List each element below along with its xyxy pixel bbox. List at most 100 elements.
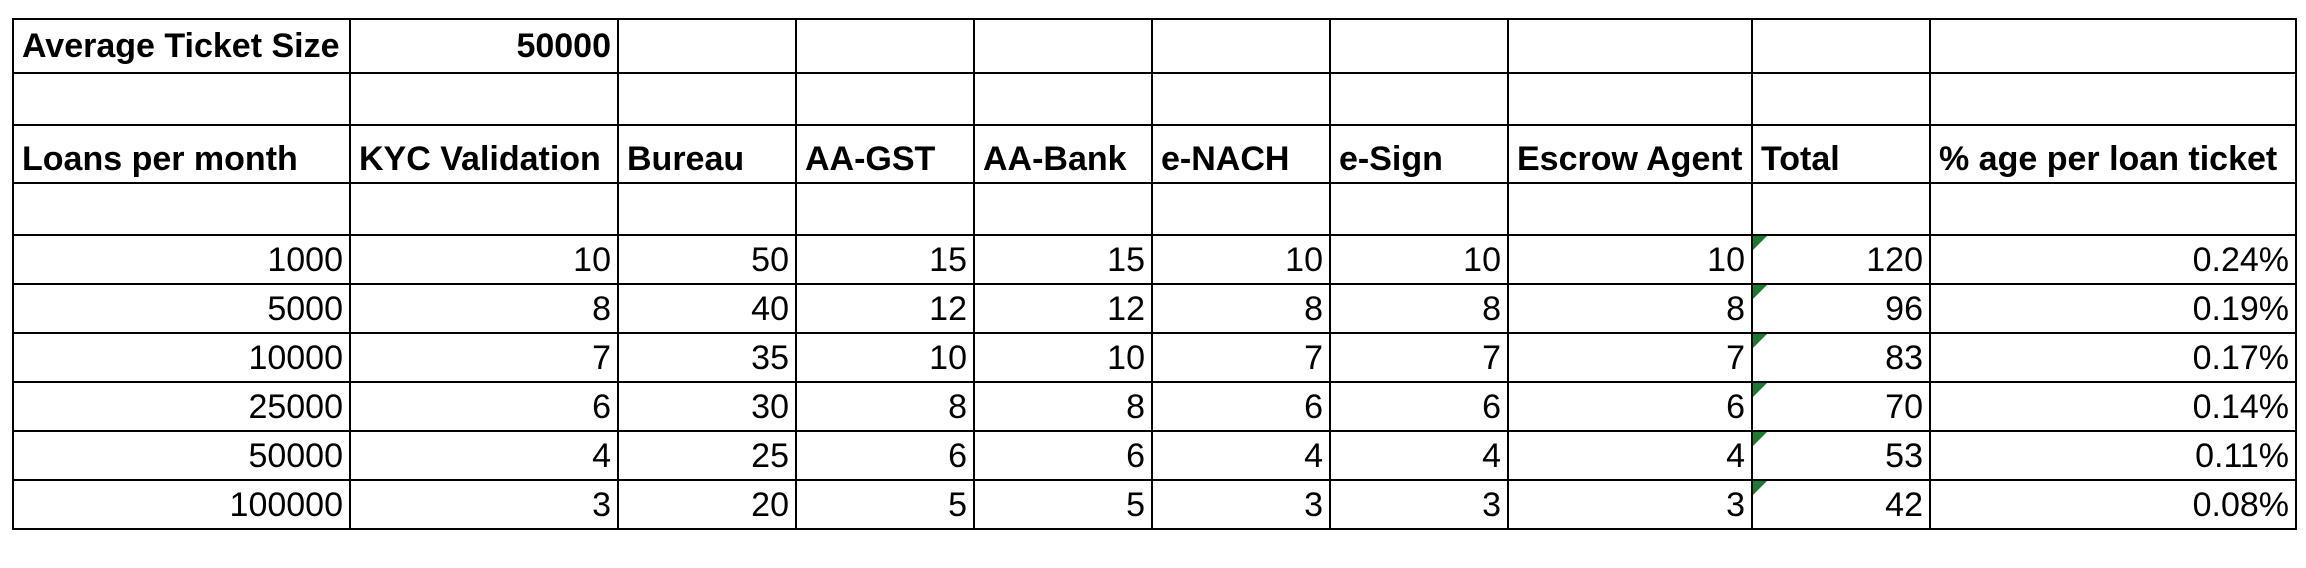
table-cell[interactable]: 8 xyxy=(349,283,619,334)
empty-cell[interactable] xyxy=(973,72,1153,126)
column-header[interactable]: e-Sign xyxy=(1329,124,1509,184)
table-cell[interactable]: 5000 xyxy=(12,283,351,334)
empty-cell[interactable] xyxy=(1751,18,1931,74)
table-cell[interactable]: 3 xyxy=(1151,479,1331,530)
total-cell[interactable]: 42 xyxy=(1751,479,1931,530)
empty-cell[interactable] xyxy=(617,72,797,126)
empty-cell[interactable] xyxy=(1751,182,1931,236)
empty-cell[interactable] xyxy=(1929,18,2297,74)
table-cell[interactable]: 10 xyxy=(795,332,975,383)
empty-cell[interactable] xyxy=(617,182,797,236)
table-cell[interactable]: 8 xyxy=(795,381,975,432)
ticket-size-label[interactable]: Average Ticket Size xyxy=(12,18,351,74)
empty-cell[interactable] xyxy=(349,72,619,126)
table-cell[interactable]: 10000 xyxy=(12,332,351,383)
percent-cell[interactable]: 0.11% xyxy=(1929,430,2297,481)
table-cell[interactable]: 8 xyxy=(973,381,1153,432)
column-header[interactable]: Bureau xyxy=(617,124,797,184)
table-cell[interactable]: 7 xyxy=(1151,332,1331,383)
table-cell[interactable]: 4 xyxy=(1507,430,1753,481)
empty-cell[interactable] xyxy=(1329,72,1509,126)
empty-cell[interactable] xyxy=(349,182,619,236)
table-cell[interactable]: 12 xyxy=(795,283,975,334)
empty-cell[interactable] xyxy=(617,18,797,74)
table-cell[interactable]: 8 xyxy=(1329,283,1509,334)
empty-cell[interactable] xyxy=(1929,72,2297,126)
empty-cell[interactable] xyxy=(1151,72,1331,126)
empty-cell[interactable] xyxy=(795,182,975,236)
table-cell[interactable]: 12 xyxy=(973,283,1153,334)
empty-cell[interactable] xyxy=(1507,182,1753,236)
table-cell[interactable]: 7 xyxy=(1329,332,1509,383)
empty-cell[interactable] xyxy=(973,18,1153,74)
table-cell[interactable]: 6 xyxy=(1329,381,1509,432)
empty-cell[interactable] xyxy=(795,18,975,74)
column-header[interactable]: Loans per month xyxy=(12,124,351,184)
table-cell[interactable]: 10 xyxy=(349,234,619,285)
column-header[interactable]: % age per loan ticket xyxy=(1929,124,2297,184)
table-cell[interactable]: 15 xyxy=(795,234,975,285)
table-cell[interactable]: 3 xyxy=(1507,479,1753,530)
empty-cell[interactable] xyxy=(1329,182,1509,236)
table-cell[interactable]: 8 xyxy=(1507,283,1753,334)
empty-cell[interactable] xyxy=(1507,72,1753,126)
table-cell[interactable]: 8 xyxy=(1151,283,1331,334)
percent-cell[interactable]: 0.24% xyxy=(1929,234,2297,285)
table-cell[interactable]: 3 xyxy=(349,479,619,530)
column-header[interactable]: KYC Validation xyxy=(349,124,619,184)
table-cell[interactable]: 25 xyxy=(617,430,797,481)
table-cell[interactable]: 20 xyxy=(617,479,797,530)
table-cell[interactable]: 6 xyxy=(1151,381,1331,432)
table-cell[interactable]: 4 xyxy=(1151,430,1331,481)
table-cell[interactable]: 10 xyxy=(1151,234,1331,285)
empty-cell[interactable] xyxy=(12,182,351,236)
table-cell[interactable]: 25000 xyxy=(12,381,351,432)
empty-cell[interactable] xyxy=(973,182,1153,236)
table-cell[interactable]: 40 xyxy=(617,283,797,334)
total-cell[interactable]: 70 xyxy=(1751,381,1931,432)
percent-cell[interactable]: 0.19% xyxy=(1929,283,2297,334)
percent-cell[interactable]: 0.08% xyxy=(1929,479,2297,530)
empty-cell[interactable] xyxy=(1151,182,1331,236)
table-cell[interactable]: 6 xyxy=(1507,381,1753,432)
table-cell[interactable]: 1000 xyxy=(12,234,351,285)
total-cell[interactable]: 83 xyxy=(1751,332,1931,383)
table-cell[interactable]: 3 xyxy=(1329,479,1509,530)
empty-cell[interactable] xyxy=(1507,18,1753,74)
column-header[interactable]: e-NACH xyxy=(1151,124,1331,184)
table-cell[interactable]: 6 xyxy=(349,381,619,432)
empty-cell[interactable] xyxy=(1151,18,1331,74)
empty-cell[interactable] xyxy=(12,72,351,126)
empty-cell[interactable] xyxy=(795,72,975,126)
column-header[interactable]: AA-GST xyxy=(795,124,975,184)
table-cell[interactable]: 4 xyxy=(1329,430,1509,481)
table-cell[interactable]: 5 xyxy=(973,479,1153,530)
column-header[interactable]: Escrow Agent xyxy=(1507,124,1753,184)
table-cell[interactable]: 50 xyxy=(617,234,797,285)
table-cell[interactable]: 6 xyxy=(795,430,975,481)
table-cell[interactable]: 10 xyxy=(973,332,1153,383)
column-header[interactable]: Total xyxy=(1751,124,1931,184)
table-cell[interactable]: 5 xyxy=(795,479,975,530)
table-cell[interactable]: 100000 xyxy=(12,479,351,530)
table-cell[interactable]: 15 xyxy=(973,234,1153,285)
ticket-size-value[interactable]: 50000 xyxy=(349,18,619,74)
table-cell[interactable]: 4 xyxy=(349,430,619,481)
total-cell[interactable]: 53 xyxy=(1751,430,1931,481)
table-cell[interactable]: 7 xyxy=(1507,332,1753,383)
percent-cell[interactable]: 0.14% xyxy=(1929,381,2297,432)
total-cell[interactable]: 96 xyxy=(1751,283,1931,334)
percent-cell[interactable]: 0.17% xyxy=(1929,332,2297,383)
table-cell[interactable]: 6 xyxy=(973,430,1153,481)
empty-cell[interactable] xyxy=(1751,72,1931,126)
table-cell[interactable]: 10 xyxy=(1329,234,1509,285)
empty-cell[interactable] xyxy=(1929,182,2297,236)
table-cell[interactable]: 10 xyxy=(1507,234,1753,285)
total-cell[interactable]: 120 xyxy=(1751,234,1931,285)
table-cell[interactable]: 50000 xyxy=(12,430,351,481)
table-cell[interactable]: 35 xyxy=(617,332,797,383)
table-cell[interactable]: 7 xyxy=(349,332,619,383)
empty-cell[interactable] xyxy=(1329,18,1509,74)
table-cell[interactable]: 30 xyxy=(617,381,797,432)
column-header[interactable]: AA-Bank xyxy=(973,124,1153,184)
